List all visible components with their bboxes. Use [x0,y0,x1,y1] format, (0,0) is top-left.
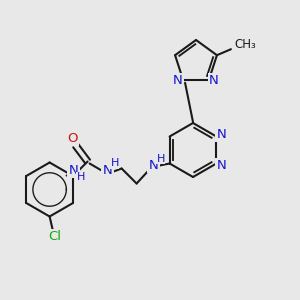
Text: Cl: Cl [48,230,61,243]
Text: N: N [217,159,226,172]
Text: H: H [110,158,119,169]
Text: N: N [69,164,79,177]
Text: H: H [156,154,165,164]
Text: N: N [103,164,112,177]
Text: N: N [149,159,158,172]
Text: O: O [68,132,78,145]
Text: N: N [173,74,183,87]
Text: N: N [209,74,219,87]
Text: H: H [76,172,85,182]
Text: CH₃: CH₃ [234,38,256,51]
Text: N: N [217,128,226,141]
